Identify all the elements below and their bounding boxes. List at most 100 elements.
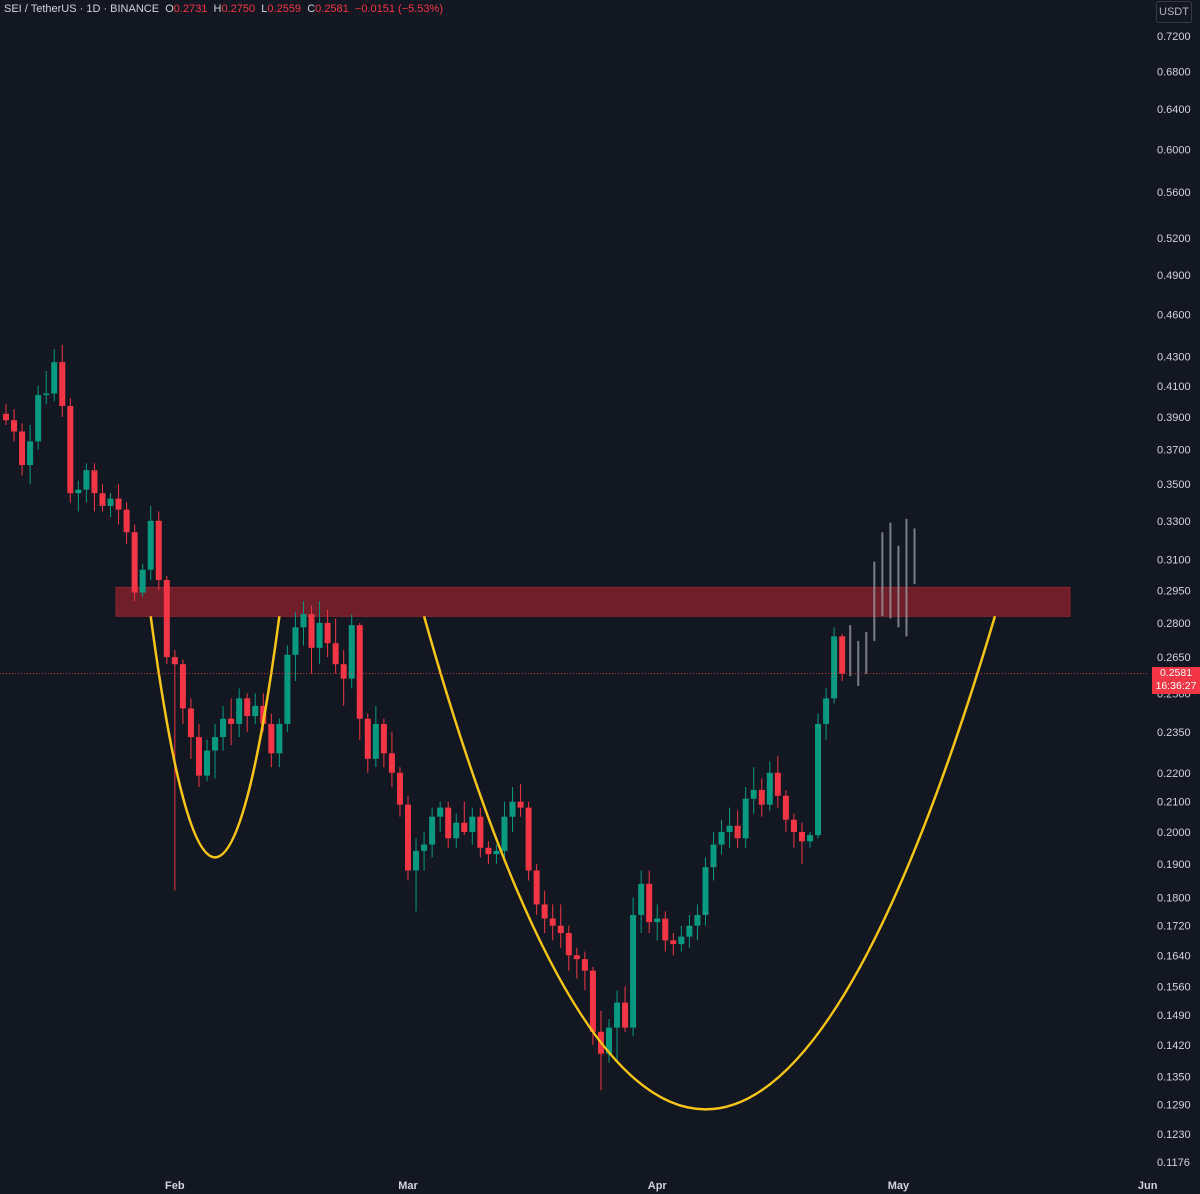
candle-body [429, 816, 436, 845]
candle-up [710, 832, 717, 881]
candle-up [726, 807, 733, 848]
price-tick-label: 0.3500 [1157, 479, 1191, 491]
candle-up [107, 493, 114, 518]
candle-up [638, 870, 645, 933]
candle-down [734, 810, 741, 848]
candle-body [670, 940, 677, 945]
candle-down [195, 723, 202, 788]
candle-down [244, 693, 251, 732]
candle-down [179, 659, 186, 724]
candle-down [11, 409, 18, 442]
candle-down [171, 650, 178, 891]
candle-down [533, 863, 540, 915]
price-tick-label: 0.4600 [1157, 309, 1191, 321]
price-tick-label: 0.1490 [1157, 1010, 1191, 1022]
open-value: 0.2731 [173, 3, 208, 15]
candle-down [340, 650, 347, 706]
price-tick-label: 0.1720 [1157, 921, 1191, 933]
candle-body [461, 822, 468, 833]
resistance-zone [115, 586, 1071, 617]
candle-down [59, 344, 66, 417]
candle-body [445, 807, 452, 839]
candle-body [766, 772, 773, 805]
candle-body [477, 816, 484, 848]
price-tick-label: 0.2100 [1157, 797, 1191, 809]
candle-body [67, 405, 74, 494]
candle-down [131, 524, 138, 602]
candle-body [75, 489, 82, 494]
candle-down [525, 801, 532, 881]
candle-body [115, 498, 122, 510]
currency-unit-button[interactable]: USDT [1156, 1, 1192, 23]
candle-body [750, 789, 757, 799]
candle-down [67, 398, 74, 503]
candle-down [581, 951, 588, 991]
candle-body [413, 850, 420, 871]
price-tick-label: 0.3300 [1157, 516, 1191, 528]
candle-down [324, 609, 331, 658]
candle-up [252, 693, 259, 724]
candle-body [220, 718, 227, 738]
candle-body [51, 362, 58, 394]
candle-body [195, 737, 202, 776]
price-tick-label: 0.6400 [1157, 104, 1191, 116]
candle-body [654, 918, 661, 923]
candle-body [742, 798, 749, 839]
candle-up [807, 832, 813, 848]
candle-body [204, 750, 210, 776]
candle-body [702, 867, 709, 915]
candle-down [99, 484, 106, 512]
candle-body [292, 627, 299, 655]
candle-body [557, 925, 564, 933]
candle-down [155, 511, 162, 591]
candle-down [91, 463, 98, 512]
candle-body [179, 664, 186, 709]
candle-up [606, 1019, 612, 1063]
candle-body [774, 772, 781, 796]
candle-body [469, 816, 476, 833]
candle-down [774, 756, 781, 808]
candle-up [413, 838, 420, 912]
candle-down [332, 618, 339, 674]
candle-body [372, 723, 379, 759]
candle-body [316, 622, 323, 648]
projection-layer [849, 518, 916, 686]
candle-up [630, 897, 637, 1037]
price-tick-label: 0.1640 [1157, 950, 1191, 962]
candle-body [581, 959, 588, 971]
candle-body [718, 832, 725, 845]
candle-body [324, 622, 331, 644]
price-tick-label: 0.5200 [1157, 233, 1191, 245]
low-value: 0.2559 [267, 3, 302, 15]
symbol-label[interactable]: SEI / TetherUS · 1D · BINANCE [4, 3, 160, 15]
candle-up [823, 688, 830, 740]
high-value: 0.2750 [221, 3, 256, 15]
candle-up [316, 601, 323, 665]
candle-body [388, 753, 395, 773]
candle-down [798, 822, 805, 864]
candle-up [718, 819, 725, 855]
price-tick-label: 0.2800 [1157, 618, 1191, 630]
pattern-curves-layer [149, 615, 997, 1111]
candle-body [212, 737, 219, 751]
candle-up [815, 713, 822, 839]
candle-body [107, 498, 114, 506]
open-label: O [165, 3, 174, 15]
candle-up [694, 904, 701, 941]
last-price-tag: 0.2581 16:36:27 [1152, 667, 1200, 694]
candle-body [3, 413, 9, 421]
candle-body [758, 789, 765, 805]
candle-body [348, 625, 355, 679]
candle-body [236, 698, 243, 724]
candle-body [27, 441, 34, 466]
candle-up [35, 385, 42, 450]
candle-down [557, 904, 564, 948]
candle-up [83, 463, 90, 503]
price-axis: 0.7200 0.6800 0.6400 0.6000 0.5600 0.5200 0.49… [1157, 31, 1191, 1169]
candle-body [453, 822, 460, 839]
price-tick-label: 0.2200 [1157, 768, 1191, 780]
candle-down [356, 622, 363, 740]
candle-body [726, 825, 733, 833]
candle-body [11, 420, 18, 432]
